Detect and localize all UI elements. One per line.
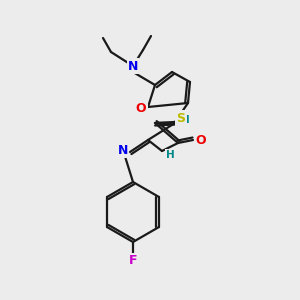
Text: F: F bbox=[129, 254, 137, 268]
Text: S: S bbox=[176, 112, 185, 124]
Text: O: O bbox=[196, 134, 206, 146]
Text: N: N bbox=[118, 143, 128, 157]
Text: O: O bbox=[136, 101, 146, 115]
Text: N: N bbox=[128, 59, 138, 73]
Text: H: H bbox=[181, 115, 189, 125]
Text: H: H bbox=[166, 150, 174, 160]
